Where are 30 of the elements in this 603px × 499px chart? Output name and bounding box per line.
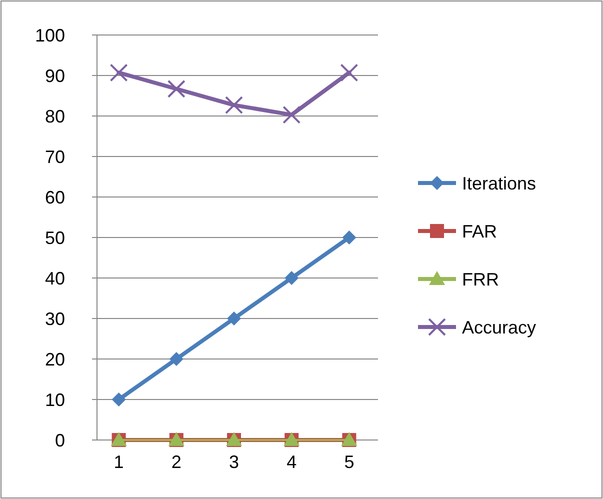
y-tick-label: 80 xyxy=(44,106,65,126)
point xyxy=(342,230,356,244)
legend-label: Iterations xyxy=(462,173,536,194)
y-tick-label: 40 xyxy=(44,268,65,288)
y-tick-label: 50 xyxy=(44,228,65,248)
x-tick-label: 4 xyxy=(286,452,297,472)
point xyxy=(112,392,126,406)
x-tick-label: 1 xyxy=(114,452,124,472)
legend-label: Accuracy xyxy=(462,317,536,338)
x-tick-label: 3 xyxy=(228,452,240,472)
y-tick-label: 10 xyxy=(44,390,65,410)
y-tick-label: 70 xyxy=(44,146,65,167)
point xyxy=(225,96,243,114)
legend-label: FRR xyxy=(462,269,499,290)
point xyxy=(167,80,186,98)
legend-label: FAR xyxy=(462,221,498,242)
y-tick-label: 60 xyxy=(44,187,65,208)
y-tick-label: 100 xyxy=(34,25,65,46)
point xyxy=(284,271,299,285)
y-tick-label: 0 xyxy=(54,430,65,450)
point xyxy=(110,64,128,82)
y-tick-label: 20 xyxy=(44,349,65,370)
point xyxy=(227,312,241,326)
y-tick-label: 30 xyxy=(44,308,65,329)
y-tick-label: 90 xyxy=(44,66,65,86)
point xyxy=(340,64,358,82)
point xyxy=(282,106,301,124)
x-tick-label: 5 xyxy=(344,452,354,472)
point xyxy=(169,352,184,366)
x-tick-label: 2 xyxy=(171,452,182,472)
